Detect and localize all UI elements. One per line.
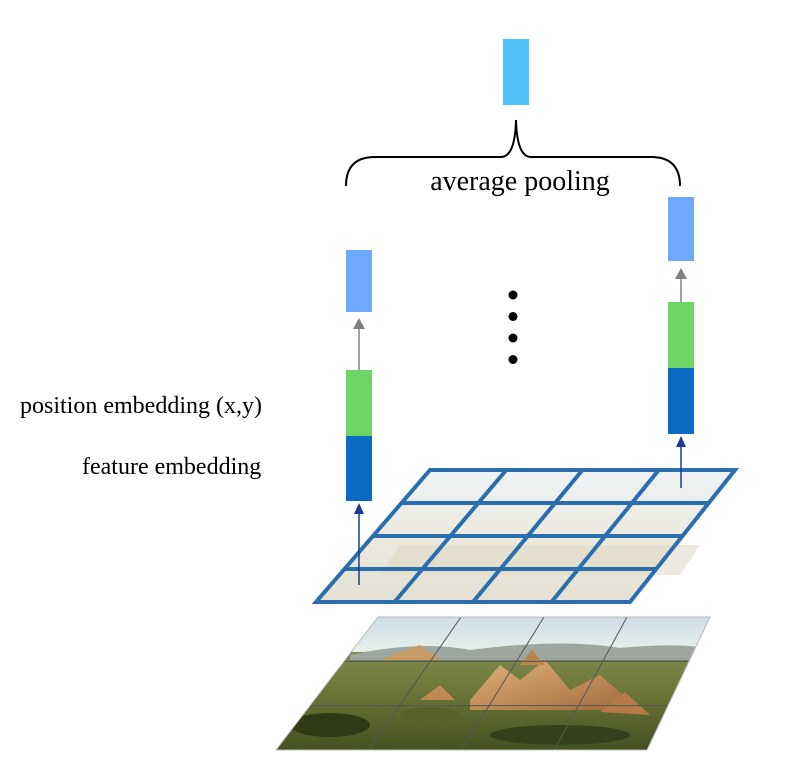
image-grid-col-line <box>368 616 462 751</box>
feature-embedding-left <box>346 436 372 501</box>
image-grid-col-line <box>461 616 545 751</box>
pooled-output-token <box>503 39 529 105</box>
arrowhead-up-left <box>354 503 364 514</box>
output-token-left <box>346 250 372 312</box>
pooling-label: average pooling <box>430 166 610 197</box>
position-embedding-label: position embedding (x,y) <box>20 393 262 419</box>
ellipsis-dots <box>508 290 518 364</box>
position-embedding-right <box>668 302 694 368</box>
arrowhead-up-right <box>676 436 686 447</box>
input-image <box>274 616 711 751</box>
ellipsis-dot <box>508 312 518 321</box>
image-grid-lines <box>310 616 689 751</box>
ellipsis-dot <box>508 290 518 300</box>
input-image-border <box>274 616 711 751</box>
arrowhead-gray-left <box>353 318 365 329</box>
pooling-brace <box>345 119 681 187</box>
feature-embedding-right <box>668 368 694 434</box>
image-grid-col-line <box>553 616 628 751</box>
feature-grid-lines <box>344 468 709 604</box>
feature-embedding-label: feature embedding <box>82 454 261 480</box>
ellipsis-dot <box>508 333 518 343</box>
position-embedding-left <box>346 370 372 436</box>
output-token-right <box>668 197 694 261</box>
arrowhead-gray-right <box>675 268 687 279</box>
ellipsis-dot <box>508 355 518 364</box>
feature-grid <box>311 468 740 604</box>
feature-grid-border <box>311 468 740 604</box>
